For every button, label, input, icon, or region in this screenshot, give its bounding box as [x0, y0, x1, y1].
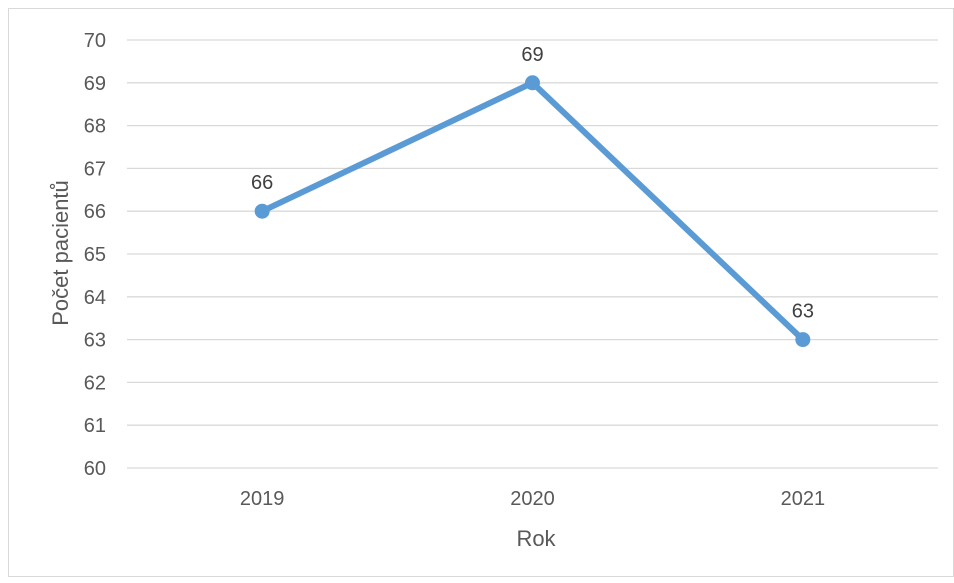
y-tick-label: 68	[84, 116, 106, 138]
y-tick-label: 61	[84, 415, 106, 437]
y-axis-ticks: 60 61 62 63 64 65 66 67 68 69 70	[84, 30, 106, 480]
x-tick-label: 2021	[781, 488, 826, 510]
data-point	[795, 332, 811, 348]
y-tick-label: 64	[84, 287, 106, 309]
data-labels: 66 69 63	[251, 44, 814, 323]
x-tick-label: 2019	[240, 488, 285, 510]
y-tick-label: 66	[84, 201, 106, 223]
y-tick-label: 63	[84, 330, 106, 352]
data-label: 66	[251, 172, 273, 194]
data-label: 63	[792, 301, 814, 323]
y-tick-label: 69	[84, 73, 106, 95]
series-layer	[254, 75, 811, 348]
y-tick-label: 70	[84, 30, 106, 52]
chart-border	[8, 8, 954, 577]
y-tick-label: 60	[84, 458, 106, 480]
data-label: 69	[521, 44, 543, 66]
data-point	[254, 203, 270, 219]
x-axis-ticks: 2019 2020 2021	[240, 488, 825, 510]
x-tick-label: 2020	[510, 488, 555, 510]
x-axis-title: Rok	[516, 526, 556, 551]
y-axis-title: Počet pacientů	[48, 180, 73, 326]
data-point	[525, 75, 540, 91]
y-tick-label: 65	[84, 244, 106, 266]
y-tick-label: 62	[84, 372, 106, 394]
y-tick-label: 67	[84, 158, 106, 180]
